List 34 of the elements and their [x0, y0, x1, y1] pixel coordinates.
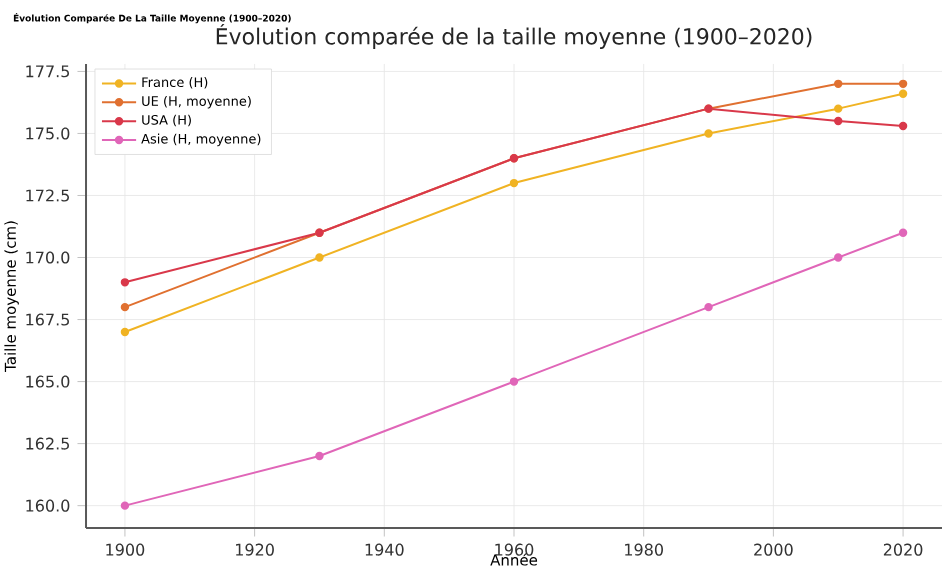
x-tick-label: 1920 — [236, 543, 274, 556]
point — [898, 228, 908, 237]
y-tick-label: 177.5 — [26, 65, 69, 78]
point — [898, 79, 908, 89]
point — [898, 121, 908, 131]
point — [315, 451, 324, 461]
point — [120, 278, 130, 287]
point — [704, 129, 713, 138]
point — [120, 302, 130, 312]
x-tick-label: 1900 — [106, 543, 145, 556]
chart-title: Évolution comparée de la taille moyenne (1900–2020) — [216, 23, 812, 49]
y-tick-label: 167.5 — [26, 313, 69, 326]
x-tick-label: 1940 — [365, 543, 404, 556]
x-tick-label: 2000 — [754, 543, 793, 556]
x-tick-label: 2020 — [883, 543, 923, 556]
y-tick-label: 160.0 — [26, 499, 70, 512]
point — [834, 253, 843, 262]
point — [120, 501, 130, 510]
point — [509, 178, 519, 188]
point — [704, 302, 713, 312]
y-tick-label: 170.0 — [26, 251, 70, 264]
y-tick-label: 175.0 — [26, 127, 70, 140]
y-tick-label: 172.5 — [26, 189, 69, 202]
y-tick-label: 162.5 — [26, 437, 69, 450]
x-tick-label: 1980 — [625, 543, 663, 556]
y-tick-label: 165.0 — [26, 375, 70, 388]
point — [120, 327, 130, 337]
point — [315, 253, 324, 262]
point — [834, 116, 843, 126]
x-tick-label: 1960 — [495, 543, 534, 556]
point — [509, 377, 519, 386]
point — [898, 89, 908, 98]
point — [834, 79, 843, 89]
point — [834, 104, 843, 113]
